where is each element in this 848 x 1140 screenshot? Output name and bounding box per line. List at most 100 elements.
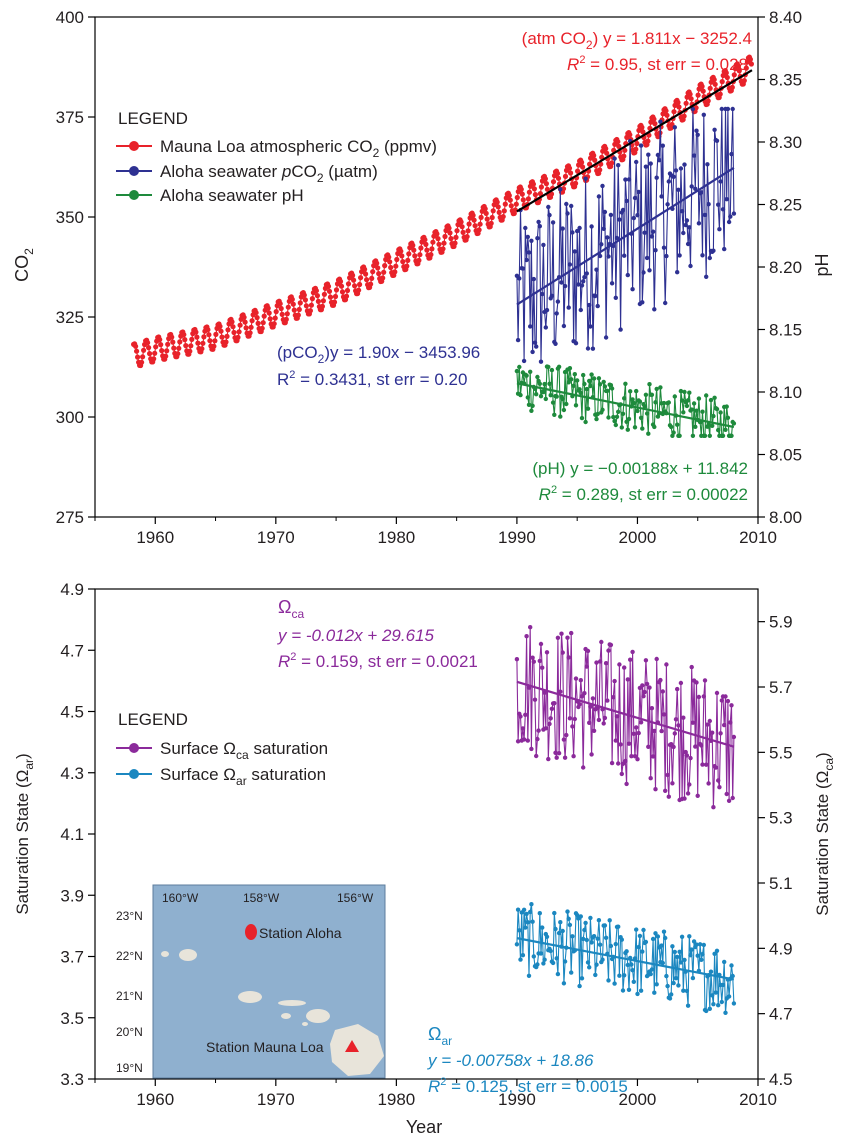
data-point bbox=[690, 720, 696, 725]
data-point bbox=[272, 315, 278, 321]
data-point bbox=[664, 112, 670, 118]
data-point bbox=[543, 181, 550, 187]
data-point bbox=[613, 295, 618, 300]
data-point bbox=[273, 309, 279, 315]
y2-tick-label: 8.10 bbox=[769, 383, 802, 402]
data-point bbox=[565, 211, 570, 216]
data-point bbox=[596, 717, 602, 723]
station-aloha-label: Station Aloha bbox=[259, 925, 342, 941]
data-point bbox=[682, 162, 687, 167]
y-tick-label: 3.9 bbox=[60, 886, 84, 905]
data-point bbox=[568, 170, 574, 176]
data-point bbox=[471, 217, 477, 223]
data-point bbox=[663, 788, 668, 793]
data-point bbox=[710, 993, 715, 998]
data-point bbox=[638, 988, 644, 993]
data-point bbox=[600, 407, 605, 412]
data-point bbox=[538, 641, 544, 647]
data-point bbox=[278, 305, 284, 312]
data-point bbox=[158, 342, 164, 348]
data-point bbox=[696, 396, 702, 401]
data-point bbox=[587, 720, 592, 725]
data-point bbox=[594, 416, 599, 422]
data-point bbox=[506, 192, 512, 199]
data-point bbox=[566, 655, 571, 660]
data-point bbox=[628, 657, 633, 662]
data-point bbox=[591, 934, 597, 939]
data-point bbox=[644, 681, 650, 687]
data-point bbox=[649, 967, 655, 972]
data-point bbox=[683, 100, 689, 106]
data-point bbox=[508, 203, 514, 209]
data-point bbox=[724, 404, 729, 409]
data-point bbox=[538, 951, 544, 956]
data-point bbox=[518, 957, 523, 962]
y2-tick-label: 8.40 bbox=[769, 8, 802, 27]
data-point bbox=[201, 334, 207, 340]
data-point bbox=[582, 691, 587, 696]
data-point bbox=[587, 161, 593, 167]
data-point bbox=[165, 341, 171, 347]
data-point bbox=[536, 219, 541, 225]
data-point bbox=[147, 351, 153, 357]
data-point bbox=[722, 722, 727, 728]
data-point bbox=[581, 765, 586, 770]
data-point bbox=[525, 234, 530, 240]
data-point bbox=[699, 83, 705, 89]
data-point bbox=[714, 138, 720, 143]
data-point bbox=[670, 944, 675, 949]
legend-item-pco2: Aloha seawater pCO2 (µatm) bbox=[116, 162, 378, 185]
data-point bbox=[712, 127, 717, 132]
data-point bbox=[636, 944, 641, 950]
data-point bbox=[528, 369, 533, 374]
y2-tick-label: 5.3 bbox=[769, 809, 793, 828]
data-point bbox=[597, 382, 603, 387]
bottom-x-axis-label: Year bbox=[406, 1117, 442, 1137]
data-point bbox=[577, 225, 582, 231]
data-point bbox=[181, 332, 187, 338]
data-point bbox=[230, 324, 236, 330]
data-point bbox=[447, 230, 453, 236]
data-point bbox=[614, 714, 620, 719]
data-point bbox=[608, 383, 614, 388]
data-point bbox=[552, 701, 557, 706]
data-point bbox=[711, 1002, 716, 1007]
data-point bbox=[615, 139, 621, 145]
data-point bbox=[585, 406, 591, 411]
data-point bbox=[308, 302, 314, 308]
data-point bbox=[205, 327, 211, 333]
data-point bbox=[542, 381, 547, 387]
data-point bbox=[569, 970, 574, 975]
series-mauna-loa-atmospheric-co2-ppmv- bbox=[131, 54, 755, 369]
legend-label: Mauna Loa atmospheric CO2 (ppmv) bbox=[160, 137, 437, 160]
data-point bbox=[619, 425, 624, 430]
data-point bbox=[569, 377, 574, 382]
data-point bbox=[666, 794, 671, 799]
data-point bbox=[591, 376, 597, 381]
data-point bbox=[722, 959, 727, 965]
data-point bbox=[589, 752, 594, 757]
y-tick-label: 3.3 bbox=[60, 1070, 84, 1089]
data-point bbox=[684, 753, 690, 758]
data-point bbox=[673, 976, 679, 981]
data-point bbox=[718, 410, 723, 415]
data-point bbox=[608, 212, 614, 218]
data-point bbox=[687, 934, 692, 939]
data-point bbox=[535, 236, 540, 241]
data-point bbox=[719, 79, 725, 85]
data-point bbox=[713, 765, 718, 770]
data-point bbox=[707, 433, 712, 438]
fit-line-atm-co2 bbox=[516, 69, 753, 213]
data-point bbox=[454, 228, 460, 234]
data-point bbox=[558, 414, 563, 419]
data-point bbox=[695, 953, 700, 958]
data-point bbox=[578, 678, 583, 683]
data-point bbox=[410, 242, 416, 248]
data-point bbox=[666, 400, 671, 405]
data-point bbox=[189, 336, 195, 342]
data-point bbox=[688, 96, 694, 102]
data-point bbox=[700, 88, 706, 94]
data-point bbox=[267, 316, 273, 322]
data-point bbox=[501, 208, 507, 214]
data-point bbox=[694, 680, 699, 685]
